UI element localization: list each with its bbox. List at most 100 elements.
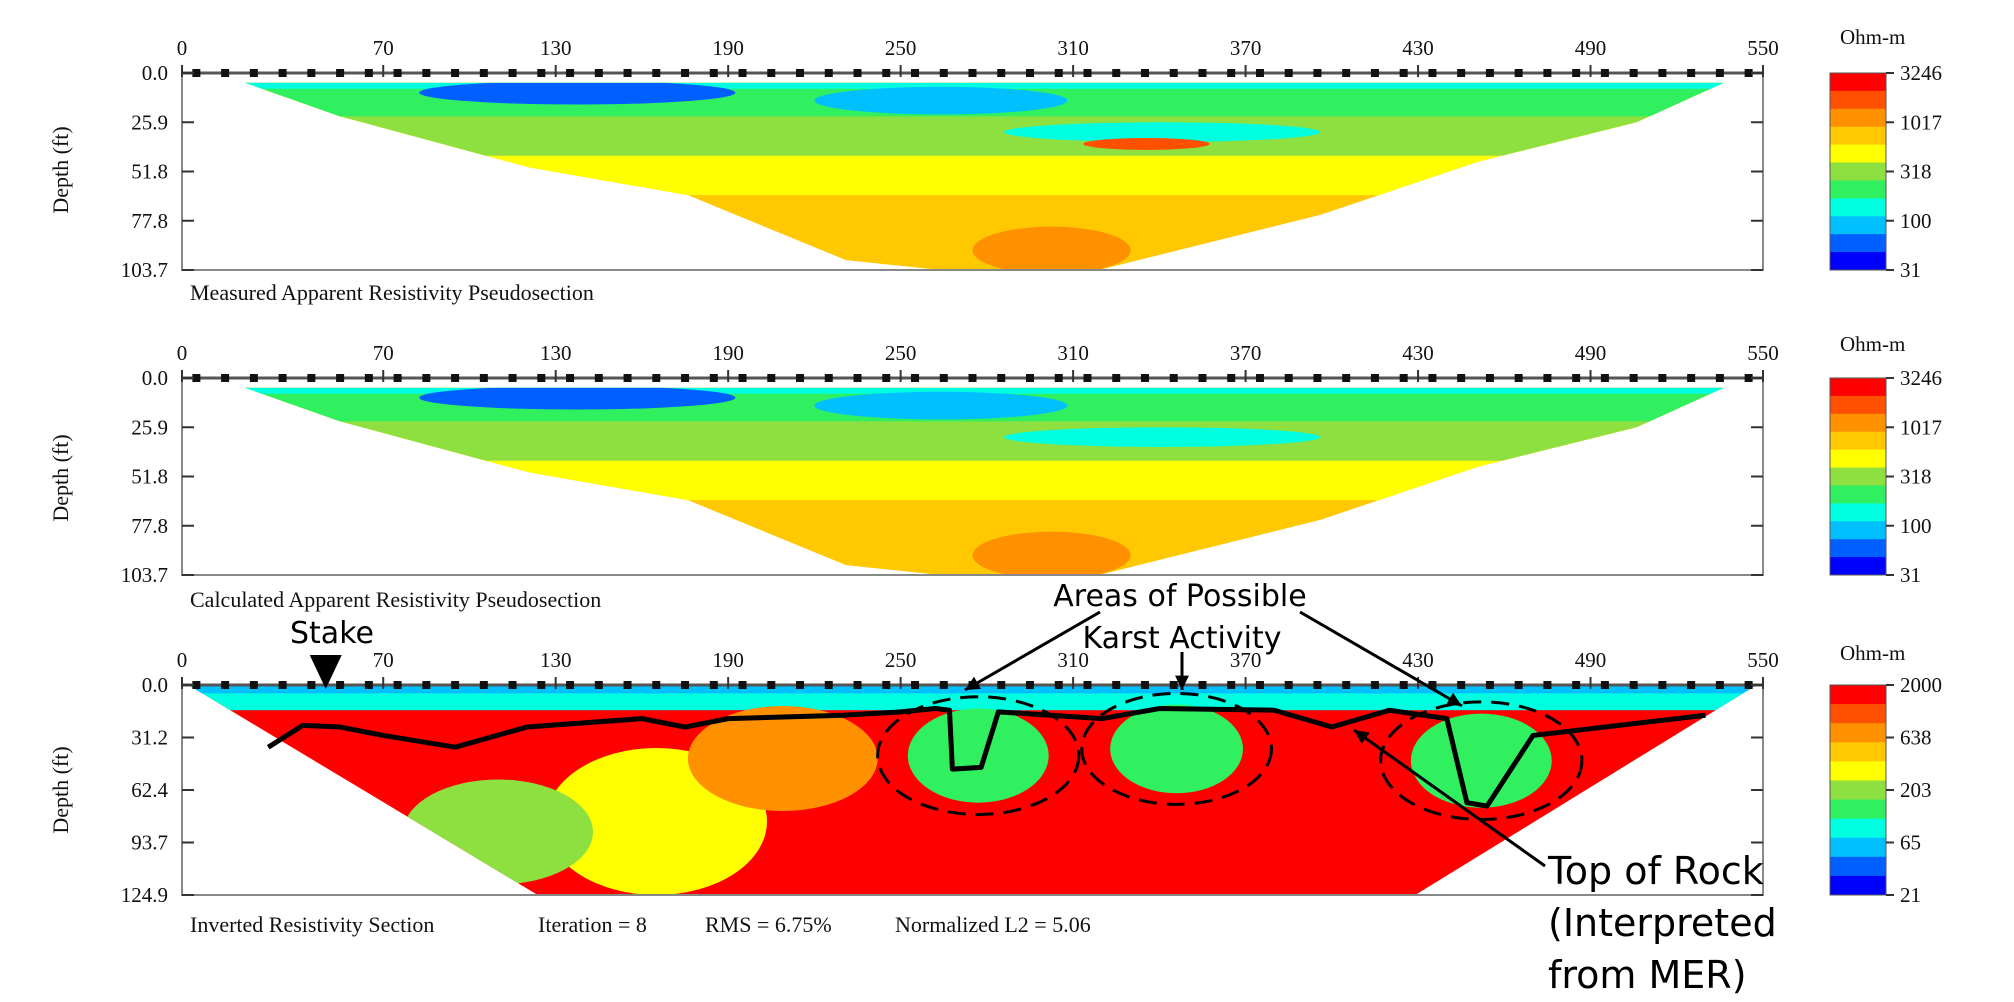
electrode-marker	[1284, 374, 1293, 382]
electrode-marker	[192, 681, 201, 689]
karst-leader-right-head	[1446, 692, 1462, 706]
electrode-marker	[1054, 681, 1063, 689]
panel-caption: Measured Apparent Resistivity Pseudosect…	[190, 280, 594, 305]
colorbar-swatch	[1830, 557, 1886, 576]
x-tick-label: 370	[1230, 341, 1262, 365]
electrode-marker	[1227, 69, 1236, 77]
x-tick-label: 0	[177, 648, 188, 672]
electrode-marker	[1543, 681, 1552, 689]
electrode-marker	[307, 681, 316, 689]
electrode-marker	[1255, 681, 1264, 689]
electrode-marker	[939, 69, 948, 77]
high-resistivity-zone	[1083, 138, 1210, 150]
colorbar-tick-label: 638	[1900, 726, 1932, 750]
electrode-marker	[1457, 374, 1466, 382]
electrode-marker	[1399, 69, 1408, 77]
colorbar-swatch	[1830, 234, 1886, 253]
electrode-marker	[1399, 374, 1408, 382]
electrode-marker	[192, 69, 201, 77]
electrode-marker	[1112, 374, 1121, 382]
electrode-marker	[1658, 69, 1667, 77]
electrode-marker	[221, 681, 230, 689]
colorbar-swatch	[1830, 799, 1886, 820]
x-tick-label: 310	[1057, 648, 1089, 672]
electrode-marker	[652, 681, 661, 689]
electrode-marker	[1342, 374, 1351, 382]
x-tick-label: 130	[540, 36, 572, 60]
electrode-marker	[681, 374, 690, 382]
electrode-marker	[1572, 69, 1581, 77]
electrode-marker	[1313, 374, 1322, 382]
y-tick-label: 51.8	[131, 465, 168, 489]
electrode-marker	[738, 69, 747, 77]
colorbar-swatch	[1830, 503, 1886, 522]
electrode-marker	[853, 681, 862, 689]
electrode-marker	[968, 69, 977, 77]
colorbar-swatch	[1830, 180, 1886, 199]
x-tick-label: 130	[540, 648, 572, 672]
colorbar-swatch	[1830, 73, 1886, 92]
y-tick-label: 25.9	[131, 415, 168, 439]
colorbar-swatch	[1830, 431, 1886, 451]
moderate-zone	[403, 779, 594, 885]
y-tick-label: 103.7	[121, 563, 168, 587]
x-tick-label: 130	[540, 341, 572, 365]
colorbar-swatch	[1830, 395, 1886, 415]
panel-caption: Calculated Apparent Resistivity Pseudose…	[190, 587, 601, 612]
electrode-marker	[1485, 69, 1494, 77]
electrode-marker	[278, 69, 287, 77]
electrode-marker	[1284, 681, 1293, 689]
electrode-marker	[1428, 69, 1437, 77]
electrode-marker	[1083, 69, 1092, 77]
electrode-marker	[249, 69, 258, 77]
x-tick-label: 250	[885, 341, 917, 365]
electrode-marker	[1342, 69, 1351, 77]
annotations: Stake Areas of Possible Karst Activity T…	[290, 579, 1777, 997]
electrode-marker	[594, 681, 603, 689]
electrode-marker	[1485, 681, 1494, 689]
electrode-marker	[451, 681, 460, 689]
electrode-marker	[336, 69, 345, 77]
electrode-marker	[336, 374, 345, 382]
electrode-marker	[1342, 681, 1351, 689]
electrode-marker	[1227, 681, 1236, 689]
x-tick-label: 370	[1230, 648, 1262, 672]
rock-leader-head	[1354, 730, 1370, 745]
colorbar-tick-label: 1017	[1900, 415, 1942, 439]
x-tick-label: 190	[712, 648, 744, 672]
calculated-pseudosection-panel: Calculated Apparent Resistivity Pseudose…	[48, 332, 1942, 612]
electrode-marker	[652, 69, 661, 77]
electrode-marker	[997, 681, 1006, 689]
colorbar-swatch	[1830, 780, 1886, 801]
electrode-marker	[997, 69, 1006, 77]
electrode-marker	[767, 681, 776, 689]
colorbar-tick-label: 100	[1900, 514, 1932, 538]
electrode-marker	[824, 374, 833, 382]
y-tick-label: 103.7	[121, 258, 168, 282]
colorbar-swatch	[1830, 685, 1886, 705]
y-tick-label: 77.8	[131, 514, 168, 538]
electrode-marker	[422, 69, 431, 77]
colorbar-tick-label: 31	[1900, 563, 1921, 587]
electrode-marker	[738, 681, 747, 689]
electrode-marker	[1370, 69, 1379, 77]
electrode-marker	[1169, 374, 1178, 382]
electrode-marker	[1629, 681, 1638, 689]
karst-label-line1: Areas of Possible	[1053, 579, 1306, 614]
electrode-marker	[1629, 374, 1638, 382]
electrode-marker	[566, 681, 575, 689]
electrode-marker	[911, 374, 920, 382]
karst-low-zone	[1110, 704, 1243, 794]
electrode-marker	[451, 374, 460, 382]
electrode-marker	[1112, 69, 1121, 77]
x-tick-label: 0	[177, 341, 188, 365]
electrode-marker	[939, 374, 948, 382]
electrode-marker	[882, 681, 891, 689]
l2-stat: Normalized L2 = 5.06	[895, 912, 1091, 937]
electrode-marker	[652, 374, 661, 382]
colorbar-swatch	[1830, 485, 1886, 504]
electrode-marker	[422, 374, 431, 382]
electrode-marker	[1370, 374, 1379, 382]
electrode-marker	[479, 69, 488, 77]
x-tick-label: 430	[1402, 341, 1434, 365]
